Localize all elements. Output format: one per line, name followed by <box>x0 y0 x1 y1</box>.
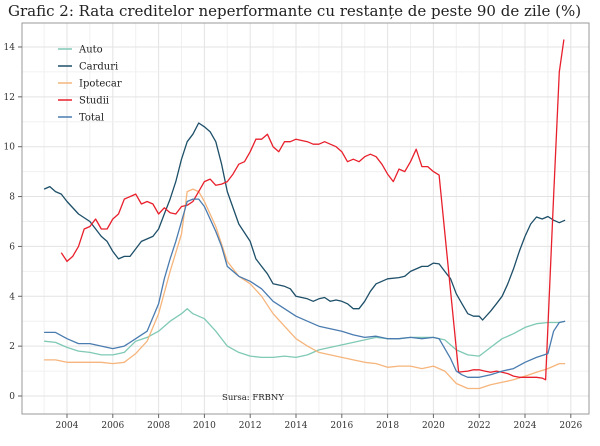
series-line-total <box>44 198 566 378</box>
legend-label: Carduri <box>79 62 118 73</box>
y-tick-label: 2 <box>9 342 15 352</box>
x-tick-label: 2004 <box>56 421 79 431</box>
chart-title: Grafic 2: Rata creditelor neperformante … <box>8 2 582 20</box>
x-tick-label: 2010 <box>193 421 216 431</box>
y-tick-label: 8 <box>9 193 15 203</box>
y-tick-label: 6 <box>9 242 15 252</box>
y-tick-label: 12 <box>4 93 15 103</box>
y-tick-label: 0 <box>9 392 15 402</box>
y-tick-label: 4 <box>9 292 15 302</box>
source-note: Sursa: FRBNY <box>222 393 284 403</box>
y-tick-label: 10 <box>4 143 16 153</box>
x-tick-label: 2022 <box>468 421 491 431</box>
series-line-studii <box>60 39 565 381</box>
x-tick-label: 2016 <box>330 421 353 431</box>
plot-frame <box>21 22 590 415</box>
axes: 2004 2006 2008 2010 2012 2014 2016 2018 2020 2022… <box>4 43 583 431</box>
legend-label: Studii <box>79 96 109 107</box>
x-tick-label: 2012 <box>239 421 262 431</box>
series-line-carduri <box>43 122 566 321</box>
legend-label: Auto <box>78 45 103 56</box>
x-tick-label: 2024 <box>514 421 537 431</box>
x-tick-label: 2020 <box>422 421 445 431</box>
x-tick-label: 2026 <box>559 421 582 431</box>
x-tick-label: 2008 <box>147 421 170 431</box>
y-tick-label: 14 <box>4 43 16 53</box>
series-line-ipotecar <box>44 188 566 390</box>
legend-label: Total <box>79 113 104 124</box>
series-line-auto <box>44 308 566 359</box>
legend: Auto Carduri Ipotecar Studii Total <box>58 45 122 124</box>
legend-label: Ipotecar <box>79 79 122 90</box>
x-tick-label: 2014 <box>285 421 308 431</box>
x-tick-label: 2006 <box>101 421 124 431</box>
x-tick-label: 2018 <box>376 421 399 431</box>
series-lines <box>43 39 566 390</box>
